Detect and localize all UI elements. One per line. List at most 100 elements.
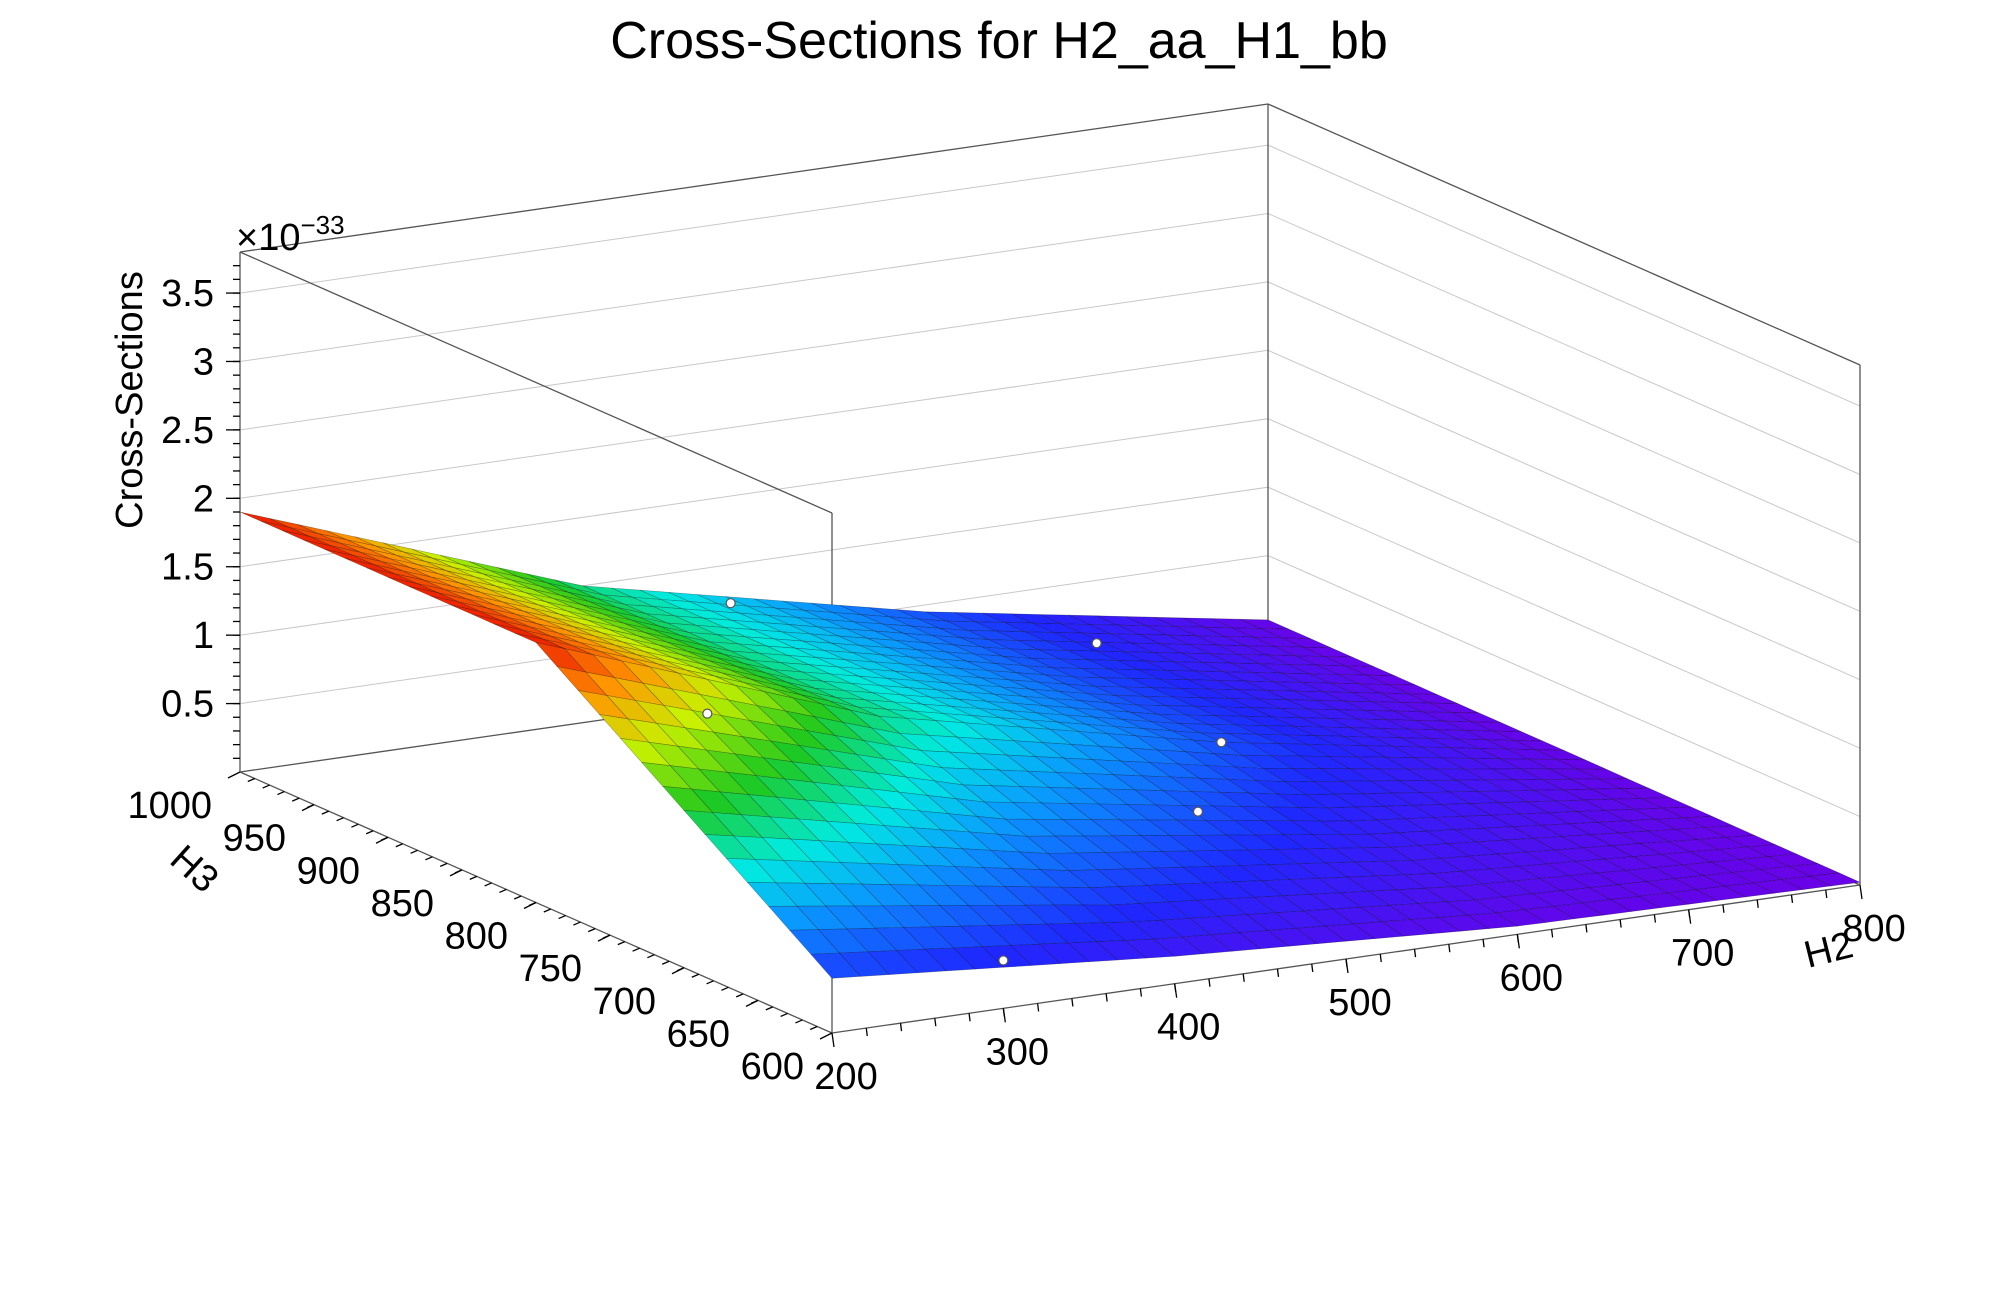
- surface-cell-11-12: [871, 727, 923, 752]
- x-minor-tick: [1276, 968, 1280, 977]
- surface-cell-6-0: [981, 945, 1033, 968]
- surface-cell-19-17: [993, 693, 1044, 706]
- surface-cell-30-24: [1159, 643, 1210, 655]
- surface-cell-18-11: [1091, 759, 1144, 777]
- surface-cell-32-1: [1702, 872, 1755, 887]
- y-minor-tick: [277, 790, 285, 796]
- y-minor-tick: [351, 823, 359, 828]
- surface-cell-22-11: [1205, 765, 1258, 781]
- x-minor-tick: [1174, 983, 1177, 992]
- y-minor-tick: [528, 901, 537, 907]
- surface-cell-25-15: [1207, 724, 1258, 735]
- z-tick-label-2: 1.5: [161, 547, 214, 589]
- surface-cell-20-0: [1381, 919, 1433, 937]
- y-minor-tick: [661, 960, 670, 965]
- surface-cell-16-18: [887, 678, 938, 691]
- surface-cell-14-9: [1019, 786, 1071, 804]
- x-minor-tick: [1071, 998, 1074, 1007]
- y-minor-tick: [632, 947, 640, 952]
- surface-cell-12-16: [815, 688, 866, 701]
- y-tick-label-2: 700: [593, 981, 656, 1023]
- surface-cell-19-19: [951, 675, 1002, 688]
- surface-cell-23-18: [1086, 693, 1137, 706]
- y-tick-label-5: 850: [371, 883, 434, 925]
- x-minor-tick: [1448, 944, 1451, 953]
- surface-cell-0-4: [725, 857, 777, 884]
- y-minor-tick: [513, 895, 522, 900]
- x-minor-tick: [1345, 958, 1348, 968]
- surface-cell-9-27: [496, 567, 547, 584]
- y-minor-tick: [706, 980, 714, 985]
- surface-cell-22-0: [1438, 914, 1490, 932]
- y-tick-label-8: 1000: [127, 785, 212, 827]
- y-minor-tick: [469, 875, 478, 880]
- x-minor-tick: [1482, 939, 1485, 948]
- surface-cell-10-13: [821, 703, 872, 729]
- surface-cell-10-0: [1095, 940, 1147, 961]
- surface-cell-1-17: [479, 611, 530, 628]
- x-minor-tick: [865, 1027, 868, 1037]
- surface-cell-32-25: [1195, 635, 1246, 647]
- y-minor-tick: [735, 993, 744, 998]
- surface-cell-21-25: [881, 623, 932, 636]
- x-minor-tick: [1139, 988, 1143, 997]
- z-tick-label-3: 2: [193, 478, 214, 520]
- y-minor-tick: [365, 830, 374, 835]
- chart-title: Cross-Sections for H2_aa_H1_bb: [610, 12, 1388, 70]
- y-minor-tick: [573, 921, 581, 926]
- surface-cell-15-9: [1047, 787, 1100, 805]
- y-minor-tick: [499, 888, 507, 894]
- surface-cell-20-7: [1233, 820, 1285, 836]
- surface-cell-13-4: [1096, 868, 1149, 887]
- surface-cell-18-9: [1133, 789, 1186, 806]
- surface-cell-27-16: [1243, 716, 1294, 727]
- y-tick-label-0: 600: [741, 1046, 804, 1088]
- y-minor-tick: [587, 928, 596, 933]
- frame-edge-3: [1267, 103, 1861, 366]
- labels-layer: 0.5 1 1.5 2 2.5 3 3.5 200 300 400 500 600 700 800 600 6…: [127, 273, 1905, 1098]
- y-tick-8: [227, 771, 241, 779]
- surface-cell-10-12: [841, 721, 894, 747]
- surface-cell-9-8: [897, 791, 950, 815]
- data-marker-4: [1091, 638, 1102, 649]
- surface-cell-18-7: [1175, 819, 1228, 836]
- x-minor-tick: [1516, 934, 1519, 943]
- surface-cell-17-22: [831, 642, 882, 655]
- y-tick-label-4: 800: [445, 916, 508, 958]
- y-minor-tick: [395, 843, 404, 848]
- x-minor-tick: [1105, 993, 1108, 1002]
- z-tick-label-1: 1: [193, 615, 214, 657]
- surface-cell-15-14: [943, 713, 994, 726]
- surface-cell-32-9: [1534, 789, 1585, 802]
- z-exponent-power: −33: [300, 210, 344, 240]
- surface-cell-32-11: [1491, 768, 1542, 781]
- surface-cell-31-21: [1251, 672, 1302, 683]
- surface-cell-10-8: [926, 794, 978, 817]
- surface-cell-6-7: [833, 802, 885, 826]
- surface-cell-27-11: [1348, 768, 1401, 782]
- surface-cell-21-27: [839, 605, 890, 618]
- x-tick-label-6: 800: [1842, 908, 1905, 950]
- data-marker-1: [725, 598, 736, 609]
- x-minor-tick: [1653, 914, 1657, 923]
- surface-cell-0-7: [662, 786, 714, 813]
- x-tick-label-5: 700: [1671, 933, 1734, 975]
- x-minor-tick: [1242, 973, 1245, 982]
- surface-cell-29-0: [1638, 892, 1690, 909]
- surface-layer: [239, 511, 1862, 979]
- frame-edge-10: [239, 251, 833, 514]
- x-minor-tick: [1756, 899, 1759, 908]
- surface-cell-34-4: [1696, 836, 1749, 850]
- y-tick-label-6: 900: [297, 850, 360, 892]
- z-exponent-base: ×10: [236, 217, 300, 259]
- surface-cell-12-25: [624, 604, 675, 617]
- surface-cell-1-3: [775, 882, 827, 907]
- surface-cell-19-26: [803, 610, 854, 623]
- y-axis-title: H3: [162, 837, 226, 901]
- x-minor-tick: [1790, 894, 1794, 903]
- surface-cell-32-4: [1639, 841, 1691, 855]
- surface-cell-21-18: [1029, 688, 1080, 701]
- surface-cell-26-26: [1003, 622, 1054, 633]
- y-minor-tick: [750, 999, 759, 1004]
- surface-cell-18-0: [1324, 923, 1376, 942]
